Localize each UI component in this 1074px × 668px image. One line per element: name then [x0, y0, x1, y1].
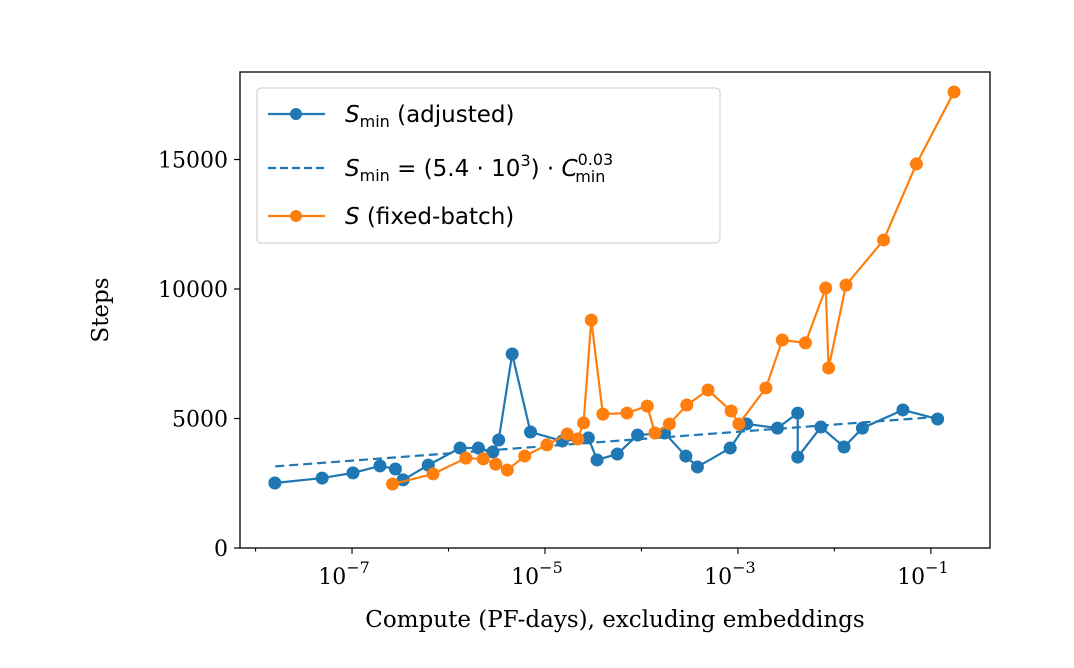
legend-fit-c-sub: min: [575, 167, 605, 186]
legend-label-smin: Smin (adjusted): [345, 102, 514, 131]
plot-marks: [268, 85, 961, 491]
y-tick-label: 5000: [172, 408, 228, 433]
s-fixed-batch-point: [596, 407, 610, 421]
x-tick-base: 10: [318, 565, 346, 590]
s-fixed-batch-point: [947, 85, 961, 99]
s-fixed-batch-point: [839, 278, 853, 292]
legend-fit-c-exp: 0.03: [578, 150, 614, 169]
smin-adjusted-point: [388, 462, 402, 476]
s-fixed-batch-point: [489, 457, 503, 471]
s-fixed-batch-point: [560, 427, 574, 441]
smin-adjusted-point: [679, 449, 693, 463]
x-tick-base: 10: [704, 565, 732, 590]
legend-fixed-symbol: S: [345, 204, 360, 230]
s-fixed-batch-point: [620, 406, 634, 420]
smin-adjusted-point: [770, 421, 784, 435]
s-fixed-batch-point: [426, 467, 440, 481]
smin-adjusted-point: [268, 476, 282, 490]
x-axis-label: Compute (PF-days), excluding embeddings: [365, 607, 864, 633]
s-fixed-batch-point: [732, 417, 746, 431]
smin-adjusted-point: [791, 406, 805, 420]
legend-smin-rest: (adjusted): [390, 102, 515, 128]
smin-adjusted-point: [471, 441, 485, 455]
x-tick-exp: −5: [539, 558, 563, 577]
s-fixed-batch-point: [577, 416, 591, 430]
legend-marker-fixed: [290, 210, 302, 222]
y-tick-label: 10000: [158, 278, 228, 303]
x-tick-exp: −1: [925, 558, 949, 577]
x-tick-label: 10−1: [897, 558, 949, 590]
s-fixed-batch-point: [476, 452, 490, 466]
s-fixed-batch-point: [819, 281, 833, 295]
legend-smin-symbol: S: [345, 102, 360, 128]
smin-adjusted-point: [505, 347, 519, 361]
s-fixed-batch-point: [662, 417, 676, 431]
s-fixed-batch-point: [571, 432, 585, 446]
legend-fit-eq: = (5.4 · 10: [390, 156, 521, 182]
x-tick-base: 10: [511, 565, 539, 590]
x-tick-exp: −3: [732, 558, 756, 577]
smin-adjusted-point: [814, 420, 828, 434]
legend-fit-lhs: S: [345, 156, 360, 182]
s-fixed-batch-point: [724, 404, 738, 418]
legend-fixed-rest: (fixed-batch): [360, 204, 515, 230]
legend-marker-smin: [290, 108, 302, 120]
s-fixed-batch-point: [540, 438, 554, 452]
x-tick-exp: −7: [346, 558, 370, 577]
legend-smin-sub: min: [360, 112, 390, 131]
axes-frame: [239, 71, 991, 549]
s-fixed-batch-point: [822, 361, 836, 375]
s-fixed-batch-point: [518, 449, 532, 463]
legend-fit-mid: ) ·: [531, 156, 562, 182]
smin-adjusted-point: [931, 412, 945, 426]
s-fixed-batch-point: [701, 383, 715, 397]
s-fixed-batch-point: [798, 336, 812, 350]
s-fixed-batch-point: [877, 233, 891, 247]
smin-adjusted-point: [590, 453, 604, 467]
fit-line: [275, 415, 939, 468]
legend-fit-lhs-sub: min: [360, 166, 390, 185]
legend-box: [256, 87, 721, 244]
smin-adjusted-point: [631, 428, 645, 442]
legend: Smin (adjusted) Smin = (5.4 · 103) · C0.…: [256, 87, 721, 244]
s-fixed-batch-point: [584, 313, 598, 327]
s-fixed-batch-point: [500, 463, 514, 477]
x-tick-label: 10−3: [704, 558, 756, 590]
smin-adjusted-point: [690, 460, 704, 474]
x-tick-label: 10−5: [511, 558, 563, 590]
legend-fit-exp: 3: [520, 151, 530, 170]
smin-adjusted-point: [346, 466, 360, 480]
smin-adjusted-point: [373, 459, 387, 473]
smin-adjusted-point: [453, 441, 467, 455]
legend-label-fit: Smin = (5.4 · 103) · C0.03 min: [345, 150, 613, 186]
smin-adjusted-point: [315, 471, 329, 485]
smin-adjusted-point: [492, 433, 506, 447]
s-fixed-batch-point: [759, 381, 773, 395]
legend-label-fixed: S (fixed-batch): [345, 204, 514, 230]
s-fixed-batch-point: [775, 333, 789, 347]
legend-fit-c: C: [562, 156, 578, 182]
smin-adjusted-point: [855, 421, 869, 435]
smin-adjusted-point: [581, 431, 595, 445]
y-axis-label: Steps: [88, 277, 114, 342]
y-tick-label: 0: [214, 537, 228, 562]
y-tick-label: 15000: [158, 149, 228, 174]
x-tick-base: 10: [897, 565, 925, 590]
s-fixed-batch-point: [640, 399, 654, 413]
s-fixed-batch-point: [680, 398, 694, 412]
s-fixed-batch-point: [648, 426, 662, 440]
x-tick-label: 10−7: [318, 558, 370, 590]
smin-adjusted-point: [524, 425, 538, 439]
s-fixed-batch-point: [386, 477, 400, 491]
smin-adjusted-point: [837, 440, 851, 454]
s-fixed-batch-point: [909, 157, 923, 171]
smin-adjusted-point: [610, 447, 624, 461]
smin-adjusted-point: [791, 450, 805, 464]
smin-adjusted-point: [486, 445, 500, 459]
smin-adjusted-point: [896, 403, 910, 417]
s-fixed-batch-point: [459, 451, 473, 465]
smin-adjusted-point: [723, 441, 737, 455]
